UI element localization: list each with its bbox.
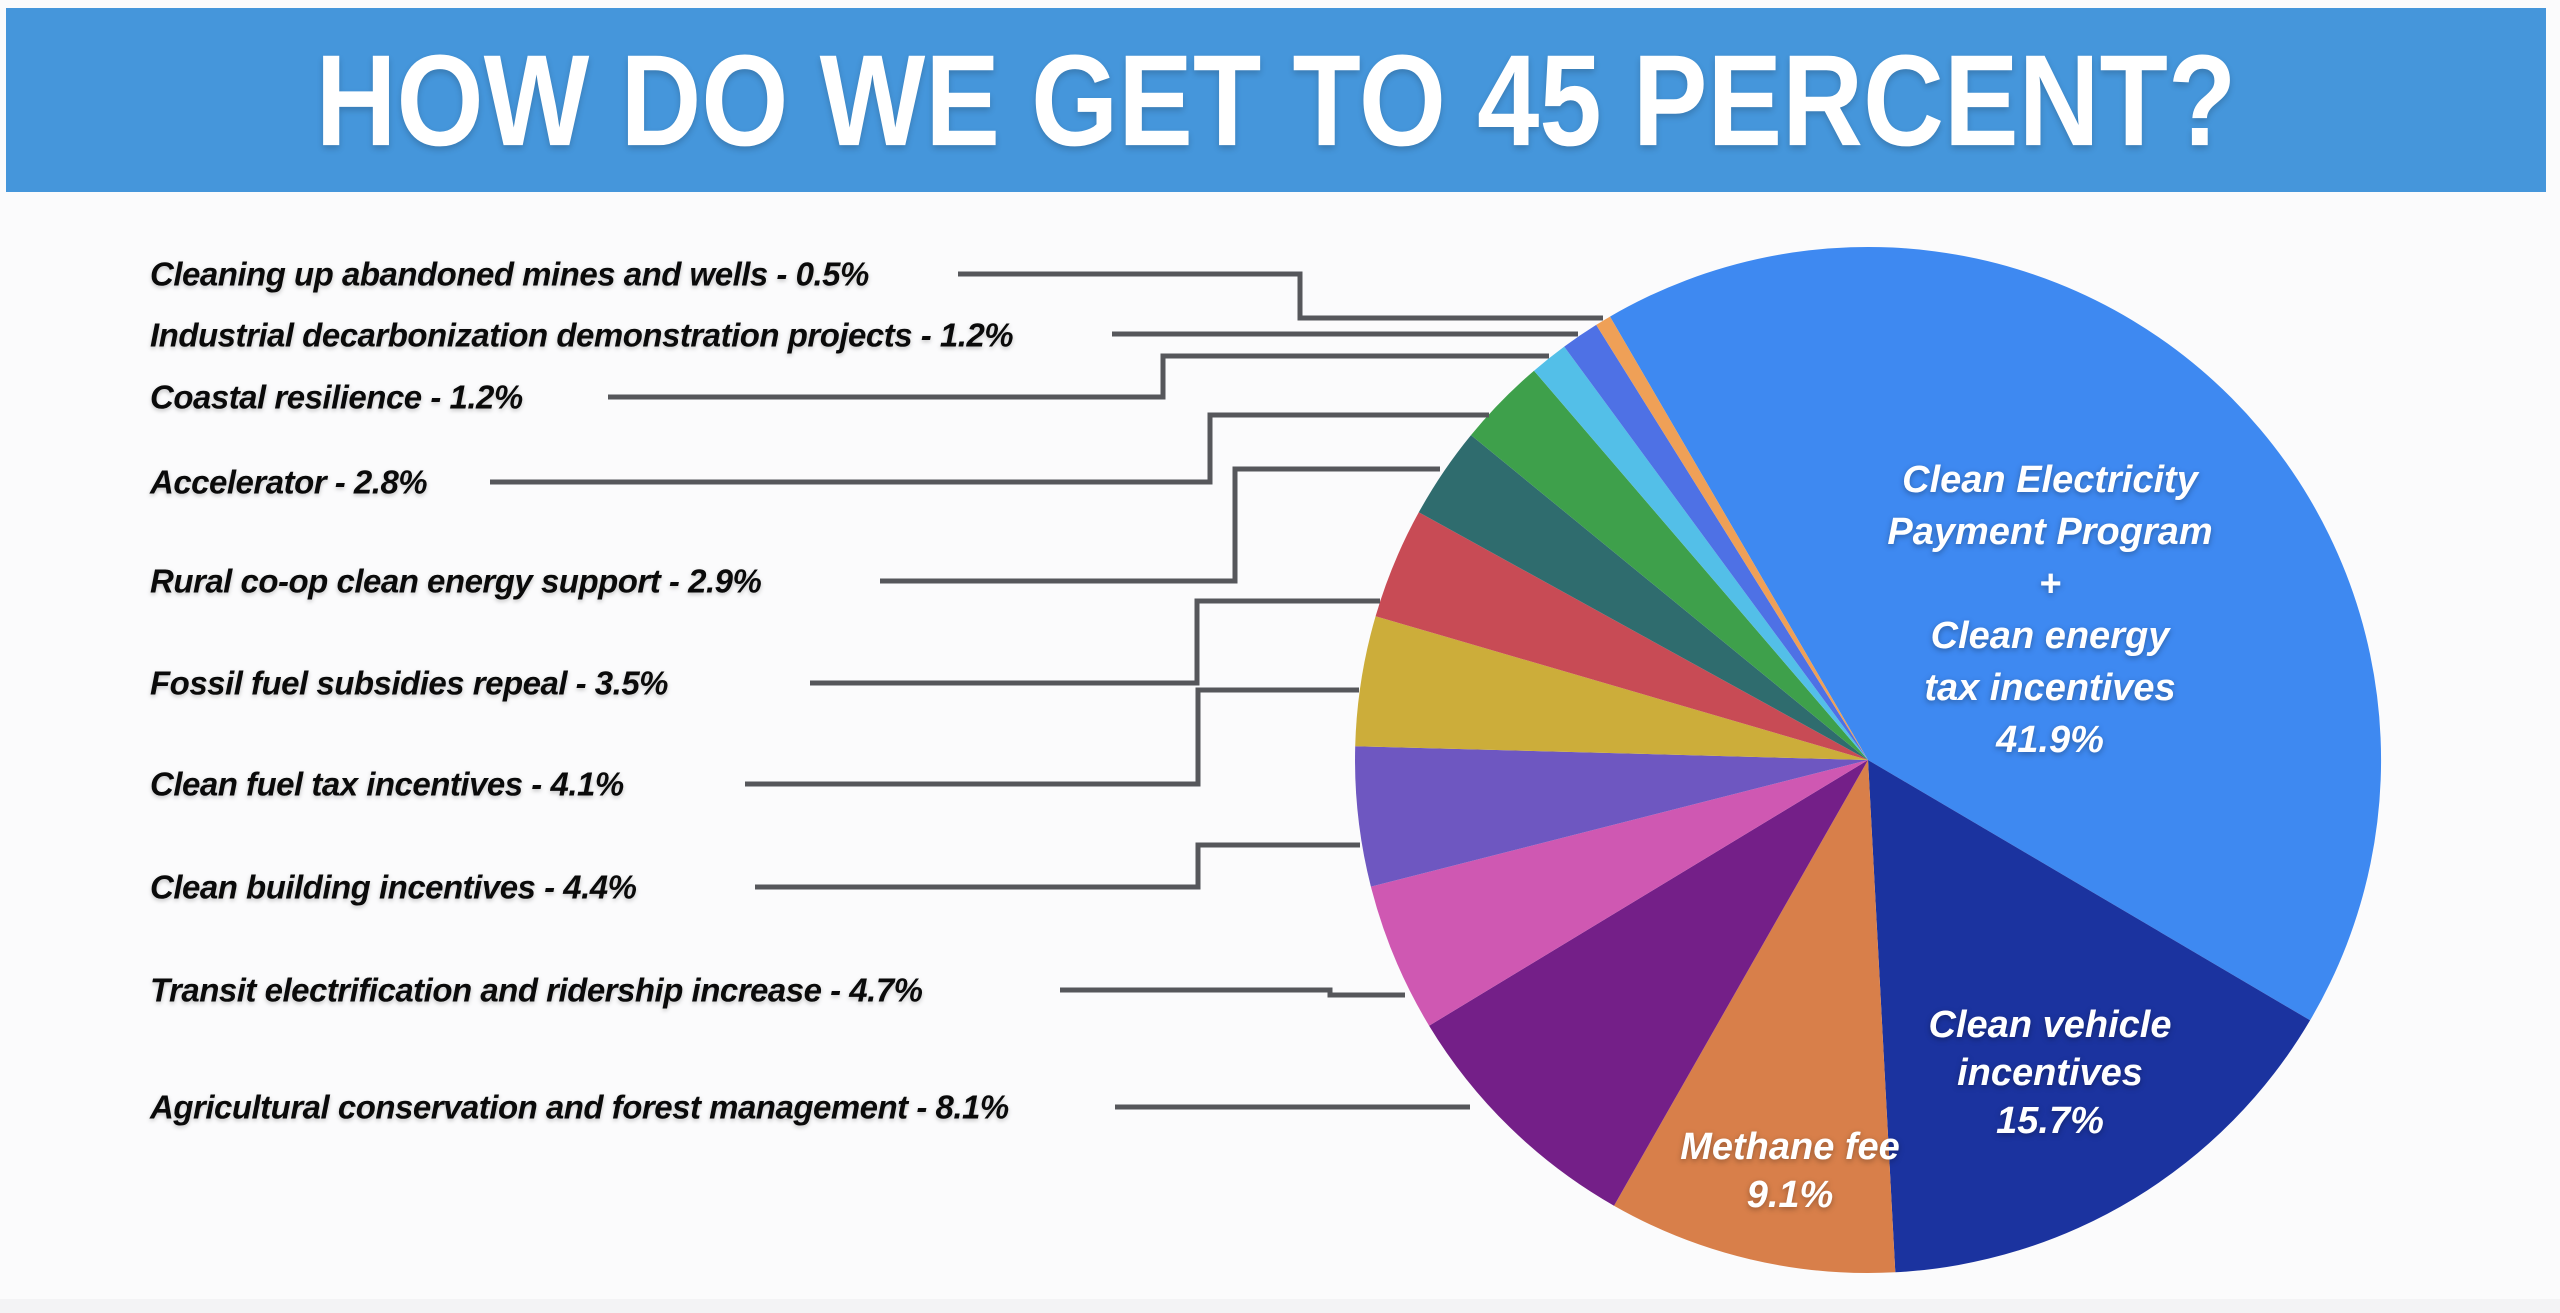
leader-line-rural-co-op-clean [880,466,1440,584]
pie-slice-rural-co-op-clean [1418,435,1868,760]
pie-slice-clean-fuel-tax-incentives [1355,616,1868,760]
leader-line-transit-electrification-and-ridership [1060,987,1405,998]
callout-label-cleaning-up-abandoned-mines: Cleaning up abandoned mines and wells - … [150,256,869,293]
pie-slice-agricultural-conservation-and-forest [1429,760,1868,1206]
title-banner: HOW DO WE GET TO 45 PERCENT? [6,8,2546,192]
slice-label-clean-electricity-payment-program-line2: Payment Program [1887,511,2212,553]
bottom-edge-shadow [0,1299,2560,1313]
slice-label-clean-vehicle-incentives-line1: Clean vehicle [1929,1004,2172,1046]
slice-label-clean-vehicle-incentives-line2: incentives [1957,1052,2143,1094]
leader-line-accelerator [490,412,1489,485]
callout-label-coastal-resilience: Coastal resilience - 1.2% [150,379,523,416]
leader-line-clean-fuel-tax-incentives [745,687,1359,787]
leader-line-clean-building-incentives [755,842,1360,890]
slice-label-clean-electricity-payment-program-line4: Clean energy [1931,615,2172,657]
pie-slice-clean-electricity-payment-program [1610,246,2382,1021]
pie-slice-methane-fee [1614,760,1896,1274]
slice-label-methane-fee-line2: 9.1% [1747,1174,1834,1216]
callout-label-agricultural-conservation-and-forest: Agricultural conservation and forest man… [149,1089,1009,1126]
slice-label-clean-electricity-payment-program-line6: 41.9% [1995,719,2104,761]
callout-label-fossil-fuel-subsidies-repeal: Fossil fuel subsidies repeal - 3.5% [150,665,668,702]
page-title: HOW DO WE GET TO 45 PERCENT? [315,27,2237,173]
pie-slice-fossil-fuel-subsidies-repeal [1375,512,1868,760]
leader-line-cleaning-up-abandoned-mines [958,271,1603,321]
callout-label-rural-co-op-clean: Rural co-op clean energy support - 2.9% [150,563,761,600]
callout-label-clean-fuel-tax-incentives: Clean fuel tax incentives - 4.1% [150,766,624,803]
pie-slice-transit-electrification-and-ridership [1370,760,1868,1026]
pie-slice-accelerator [1471,370,1868,760]
callout-label-accelerator: Accelerator - 2.8% [149,464,427,501]
callout-label-industrial-decarbonization-demonstration-projects: Industrial decarbonization demonstration… [150,317,1013,354]
pie-slice-industrial-decarbonization-demonstration-projects [1564,324,1868,760]
pie-slice-clean-building-incentives [1355,746,1868,887]
slice-label-clean-electricity-payment-program-line5: tax incentives [1924,667,2175,709]
slice-label-clean-electricity-payment-program-line3: + [2039,563,2061,605]
leader-line-fossil-fuel-subsidies-repeal [810,598,1380,686]
pie-slice-clean-vehicle-incentives [1868,760,2311,1273]
slice-label-clean-vehicle-incentives-line3: 15.7% [1996,1100,2104,1142]
leader-line-coastal-resilience [608,353,1549,400]
callout-label-transit-electrification-and-ridership: Transit electrification and ridership in… [150,972,923,1009]
slice-label-methane-fee-line1: Methane fee [1680,1126,1900,1168]
pie-slice-coastal-resilience [1534,346,1868,760]
callout-label-clean-building-incentives: Clean building incentives - 4.4% [150,869,637,906]
pie-slice-cleaning-up-abandoned-mines [1596,316,1868,760]
slice-label-clean-electricity-payment-program-line1: Clean Electricity [1902,459,2200,501]
